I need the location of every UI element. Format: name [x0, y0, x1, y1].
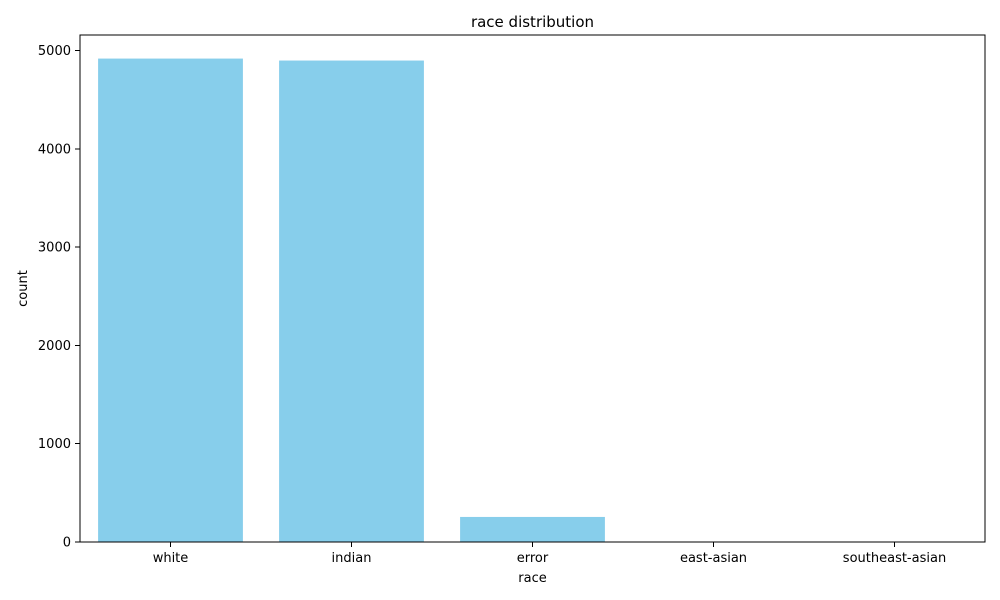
x-tick-label: east-asian	[680, 551, 747, 566]
bar-error	[460, 516, 605, 542]
chart-title: race distribution	[471, 13, 594, 31]
y-axis-title: count	[16, 270, 31, 307]
y-tick-label: 5000	[38, 44, 71, 59]
x-tick-label: indian	[332, 551, 372, 566]
y-tick-label: 4000	[38, 142, 71, 157]
y-tick-label: 3000	[38, 241, 71, 256]
x-tick-label: error	[517, 551, 549, 566]
bar-white	[98, 58, 243, 542]
bar-indian	[279, 60, 424, 543]
y-tick-label: 0	[63, 536, 71, 551]
y-tick-label: 1000	[38, 437, 71, 452]
plot-frame	[79, 34, 986, 543]
bars-group	[98, 58, 605, 543]
x-tick-label: white	[153, 551, 189, 566]
y-tick-label: 2000	[38, 339, 71, 354]
x-axis-ticks: white indian error east-asian southeast-asia…	[153, 542, 946, 566]
x-tick-label: southeast-asian	[843, 551, 946, 566]
y-axis-ticks: 0 1000 2000 3000 4000 5000	[38, 44, 80, 551]
x-axis-title: race	[518, 571, 546, 586]
